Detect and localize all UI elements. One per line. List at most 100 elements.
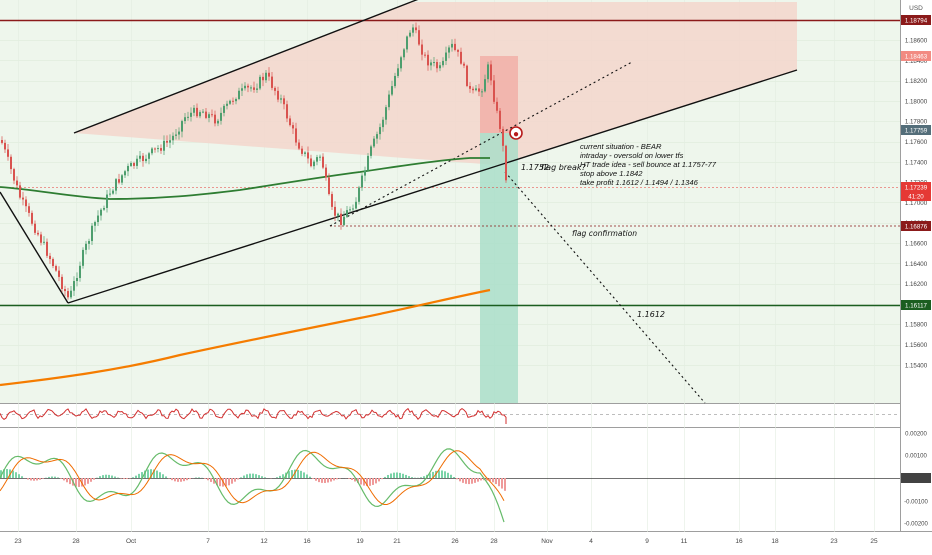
candle-body (61, 277, 63, 289)
candle-body (223, 106, 225, 113)
candle-body (370, 146, 372, 155)
candle-body (484, 79, 486, 91)
candle-body (4, 143, 6, 150)
macd-bar (327, 478, 329, 482)
analysis-line-2: intraday - oversold on lower tfs (580, 151, 684, 160)
macd-bar (459, 478, 461, 481)
candle-body (205, 112, 207, 118)
candle-body (79, 266, 81, 278)
candle-body (85, 244, 87, 250)
macd-bar (15, 472, 17, 478)
candle-body (31, 213, 33, 224)
candle-body (160, 148, 162, 151)
macd-bar (48, 477, 50, 478)
macd-bar (390, 473, 392, 478)
macd-bar (441, 470, 443, 478)
time-axis-label: 23 (830, 538, 838, 545)
candle-body (400, 57, 402, 68)
candle-body (322, 157, 324, 168)
candle-body (103, 208, 105, 210)
candle-body (385, 107, 387, 120)
macd-bar (60, 478, 62, 479)
candle-body (157, 148, 159, 149)
analysis-line-3: HT trade idea - sell bounce at 1.1757-77 (580, 160, 717, 169)
macd-bar (381, 478, 383, 479)
macd-bar (450, 475, 452, 478)
price-tag-label: 1.17239 (905, 185, 928, 192)
candle-body (49, 256, 51, 259)
candle-body (118, 179, 120, 182)
macd-bar (219, 478, 221, 486)
macd-bar (324, 478, 326, 483)
macd-bar (321, 478, 323, 483)
candle-body (37, 233, 39, 235)
candle-body (169, 140, 171, 142)
macd-bar (207, 478, 209, 480)
candle-body (46, 242, 48, 256)
macd-bar (492, 478, 494, 482)
candle-body (358, 187, 360, 201)
candle-body (490, 64, 492, 80)
candle-body (211, 114, 213, 115)
candle-body (193, 108, 195, 113)
candle-body (175, 135, 177, 136)
candle-body (502, 129, 504, 146)
macd-bar (111, 476, 113, 478)
candle-body (121, 175, 123, 182)
macd-tick-label: -0.00200 (904, 522, 928, 528)
macd-bar (102, 475, 104, 478)
price-tag-label: 1.16876 (905, 224, 928, 231)
candle-body (364, 170, 366, 175)
macd-bar (372, 478, 374, 485)
macd-bar (465, 478, 467, 484)
candle-body (97, 216, 99, 223)
macd-bar (198, 477, 200, 478)
candle-body (34, 224, 36, 233)
candle-body (106, 195, 108, 208)
candle-body (148, 153, 150, 159)
macd-bar (444, 471, 446, 478)
price-tick-label: 1.16600 (905, 241, 928, 248)
candle-body (457, 50, 459, 52)
time-axis-label: 4 (589, 538, 593, 545)
time-axis-label: 28 (72, 538, 80, 545)
macd-bar (453, 477, 455, 478)
macd-bar (18, 474, 20, 478)
macd-bar (495, 478, 497, 484)
macd-bar (93, 478, 95, 480)
candle-body (127, 166, 129, 171)
macd-bar (405, 475, 407, 478)
candle-body (430, 62, 432, 65)
macd-bar (99, 476, 101, 478)
candle-body (394, 76, 396, 86)
macd-bar (369, 478, 371, 486)
candle-body (340, 214, 342, 225)
macd-bar (228, 478, 230, 485)
macd-bar (87, 478, 89, 484)
candle-body (499, 111, 501, 129)
candle-body (109, 194, 111, 195)
candle-body (271, 77, 273, 88)
candle-body (397, 68, 399, 76)
macd-bar (12, 471, 14, 478)
candle-body (391, 86, 393, 94)
time-axis-label: 12 (260, 538, 268, 545)
macd-bar (135, 476, 137, 478)
candle-body (373, 139, 375, 147)
price-tick-label: 1.18000 (905, 98, 928, 105)
candle-body (196, 108, 198, 116)
candle-body (235, 99, 237, 101)
candle-body (82, 250, 84, 266)
candle-body (487, 64, 489, 79)
macd-bar (237, 478, 239, 479)
macd-zero-tag (901, 473, 931, 483)
candle-body (67, 291, 69, 297)
time-axis-label: 7 (206, 538, 210, 545)
candle-body (286, 104, 288, 118)
candle-body (226, 104, 228, 106)
macd-tick-label: 0.00200 (905, 432, 927, 438)
candle-body (43, 242, 45, 243)
candle-body (52, 259, 54, 266)
